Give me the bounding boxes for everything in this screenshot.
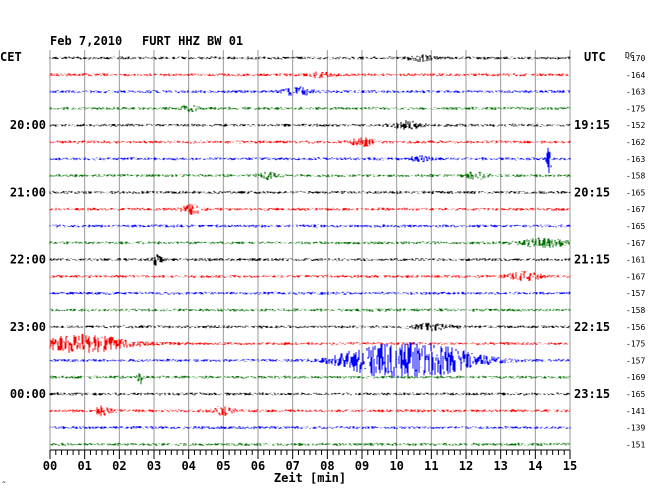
dc-offset-value: -175: [626, 340, 645, 349]
seismic-trace: [49, 147, 571, 173]
dc-offset-value: -151: [626, 440, 645, 449]
dc-offset-value: -165: [626, 222, 645, 231]
x-axis-ticks: 00 01 02 03 04 05 06 07 08 09 10 11 12 13 14 15: [43, 450, 577, 473]
x-tick-label: 02: [112, 459, 126, 473]
seismic-trace: [49, 342, 571, 378]
right-zone-label: UTC: [584, 50, 606, 64]
seismic-trace: [49, 86, 571, 96]
dc-offset-value: -139: [626, 424, 645, 433]
corner-mark: ^: [2, 481, 6, 488]
x-tick-label: 15: [563, 459, 577, 473]
dc-offset-labels: -170 -164 -163 -175 -152 -162 -163 -158 -165 -167…: [626, 54, 645, 449]
utc-time-label: 22:15: [574, 320, 610, 334]
cet-time-label: 00:00: [10, 387, 46, 401]
dc-offset-value: -162: [626, 138, 645, 147]
dc-offset-value: -157: [626, 289, 645, 298]
x-tick-label: 03: [147, 459, 161, 473]
utc-time-label: 19:15: [574, 118, 610, 132]
dc-offset-value: -161: [626, 256, 645, 265]
dc-offset-value: -141: [626, 407, 645, 416]
minute-grid: [49, 50, 571, 450]
seismic-trace: [49, 203, 571, 215]
utc-time-labels: 19:15 20:15 21:15 22:15 23:15: [574, 118, 610, 401]
cet-time-label: 23:00: [10, 320, 46, 334]
seismic-trace: [49, 104, 571, 113]
seismic-trace: [49, 237, 571, 248]
seismic-trace: [49, 190, 571, 194]
seismic-trace: [49, 392, 571, 396]
seismic-trace: [49, 333, 571, 353]
dc-offset-value: -158: [626, 306, 645, 315]
x-axis-title: Zeit [min]: [274, 471, 346, 485]
seismic-trace: [49, 71, 571, 79]
x-tick-label: 10: [389, 459, 403, 473]
dc-offset-value: -175: [626, 104, 645, 113]
seismic-trace: [49, 271, 571, 282]
seismic-trace: [49, 373, 571, 385]
seismic-trace: [49, 291, 571, 295]
seismic-trace: [49, 405, 571, 417]
trace-rows: [49, 54, 571, 446]
dc-offset-value: -164: [626, 71, 645, 80]
plot-station: FURT HHZ BW 01: [142, 34, 243, 48]
seismic-trace: [49, 425, 571, 430]
seismic-trace: [49, 120, 571, 130]
dc-offset-value: -163: [626, 88, 645, 97]
x-tick-label: 05: [216, 459, 230, 473]
cet-time-label: 22:00: [10, 253, 46, 267]
seismic-trace: [49, 442, 571, 446]
dc-offset-value: -158: [626, 172, 645, 181]
dc-offset-value: -169: [626, 373, 645, 382]
utc-time-label: 23:15: [574, 387, 610, 401]
x-tick-label: 00: [43, 459, 57, 473]
dc-label: DC: [625, 51, 635, 60]
dc-offset-value: -156: [626, 323, 645, 332]
dc-offset-value: -157: [626, 356, 645, 365]
cet-time-labels: 20:00 21:00 22:00 23:00 00:00: [10, 118, 46, 401]
utc-time-label: 21:15: [574, 253, 610, 267]
dc-offset-value: -167: [626, 239, 645, 248]
x-tick-label: 12: [459, 459, 473, 473]
left-zone-label: CET: [0, 50, 22, 64]
dc-offset-value: -152: [626, 121, 645, 130]
x-tick-label: 04: [181, 459, 195, 473]
seismic-trace: [49, 171, 571, 181]
x-tick-label: 11: [424, 459, 438, 473]
x-tick-label: 13: [493, 459, 507, 473]
seismic-trace: [49, 254, 571, 266]
seismic-trace: [49, 224, 571, 228]
dc-offset-value: -167: [626, 205, 645, 214]
x-tick-label: 07: [285, 459, 299, 473]
seismic-trace: [49, 137, 571, 147]
cet-time-label: 20:00: [10, 118, 46, 132]
dc-offset-value: -165: [626, 390, 645, 399]
dc-offset-value: -167: [626, 272, 645, 281]
plot-date: Feb 7,2010: [50, 34, 122, 48]
dc-offset-value: -163: [626, 155, 645, 164]
seismic-trace: [49, 308, 571, 312]
dc-offset-value: -170: [626, 54, 645, 63]
x-tick-label: 14: [528, 459, 542, 473]
x-tick-label: 09: [355, 459, 369, 473]
dc-offset-value: -165: [626, 188, 645, 197]
x-tick-label: 06: [251, 459, 265, 473]
x-tick-label: 01: [77, 459, 91, 473]
utc-time-label: 20:15: [574, 185, 610, 199]
cet-time-label: 21:00: [10, 185, 46, 199]
seismic-trace: [49, 322, 571, 332]
x-tick-label: 08: [320, 459, 334, 473]
seismic-trace: [49, 54, 571, 62]
